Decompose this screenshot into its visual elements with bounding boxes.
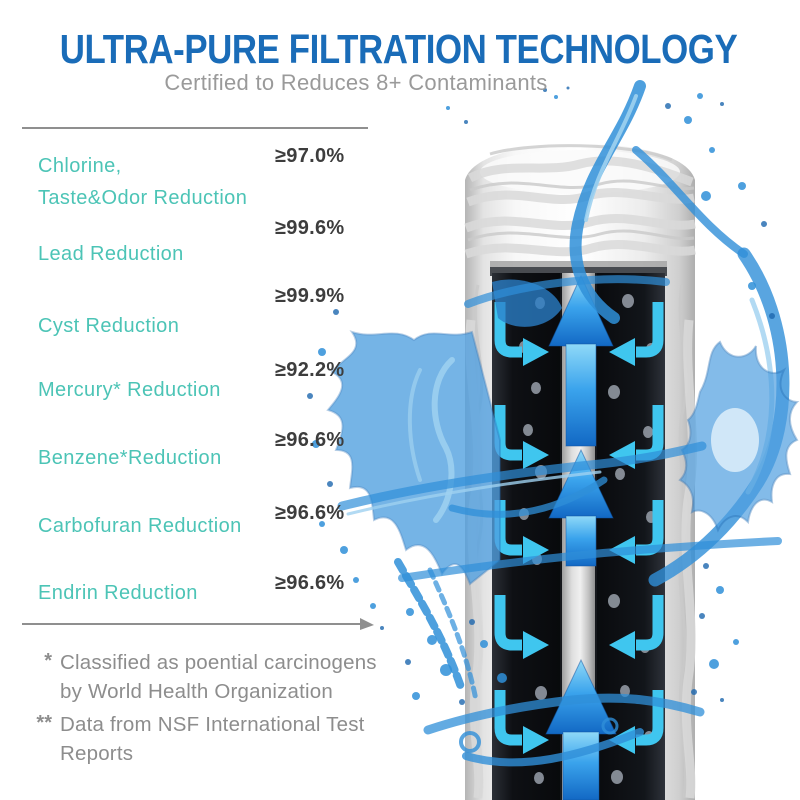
inflow-arrow-left	[494, 595, 549, 659]
contaminant-label: Chlorine, Taste&Odor Reduction	[38, 155, 248, 209]
page-title: ULTRA-PURE FILTRATION TECHNOLOGY	[59, 26, 738, 72]
contaminant-value: ≥96.6%	[275, 502, 345, 524]
footnote: * Classified as poential carcinogens by …	[28, 648, 377, 706]
inflow-arrow-left	[494, 690, 549, 754]
contaminant-label: Mercury* Reduction	[38, 379, 221, 401]
contaminant-label: Cyst Reduction	[38, 315, 180, 337]
contaminant-label: Lead Reduction	[38, 243, 184, 265]
contaminant-label: Benzene*Reduction	[38, 447, 222, 469]
contaminant-label: Carbofuran Reduction	[38, 515, 242, 537]
contaminant-value: ≥96.6%	[275, 429, 345, 451]
contaminant-value: ≥92.2%	[275, 359, 345, 381]
contaminant-label: Endrin Reduction	[38, 582, 198, 604]
page-subtitle: Certified to Reduces 8+ Contaminants	[164, 70, 548, 95]
footnote-text: Data from NSF International Test Reports	[60, 713, 365, 765]
footnote-text: Classified as poential carcinogens by Wo…	[60, 651, 377, 703]
footnote-marker: **	[36, 712, 52, 734]
bottom-divider	[22, 618, 374, 630]
contaminant-value: ≥97.0%	[275, 145, 345, 167]
inflow-arrow-right	[609, 595, 664, 659]
water-splash	[307, 80, 800, 767]
contaminant-value: ≥96.6%	[275, 572, 345, 594]
inflow-arrow-left	[494, 302, 549, 366]
contaminant-value: ≥99.6%	[275, 217, 345, 239]
footnote-marker: *	[44, 650, 52, 672]
footnote: ** Data from NSF International Test Repo…	[28, 710, 365, 768]
inflow-arrow-right	[609, 302, 664, 366]
divider-arrow-icon	[360, 618, 374, 630]
contaminant-value: ≥99.9%	[275, 285, 345, 307]
top-divider	[22, 127, 368, 129]
